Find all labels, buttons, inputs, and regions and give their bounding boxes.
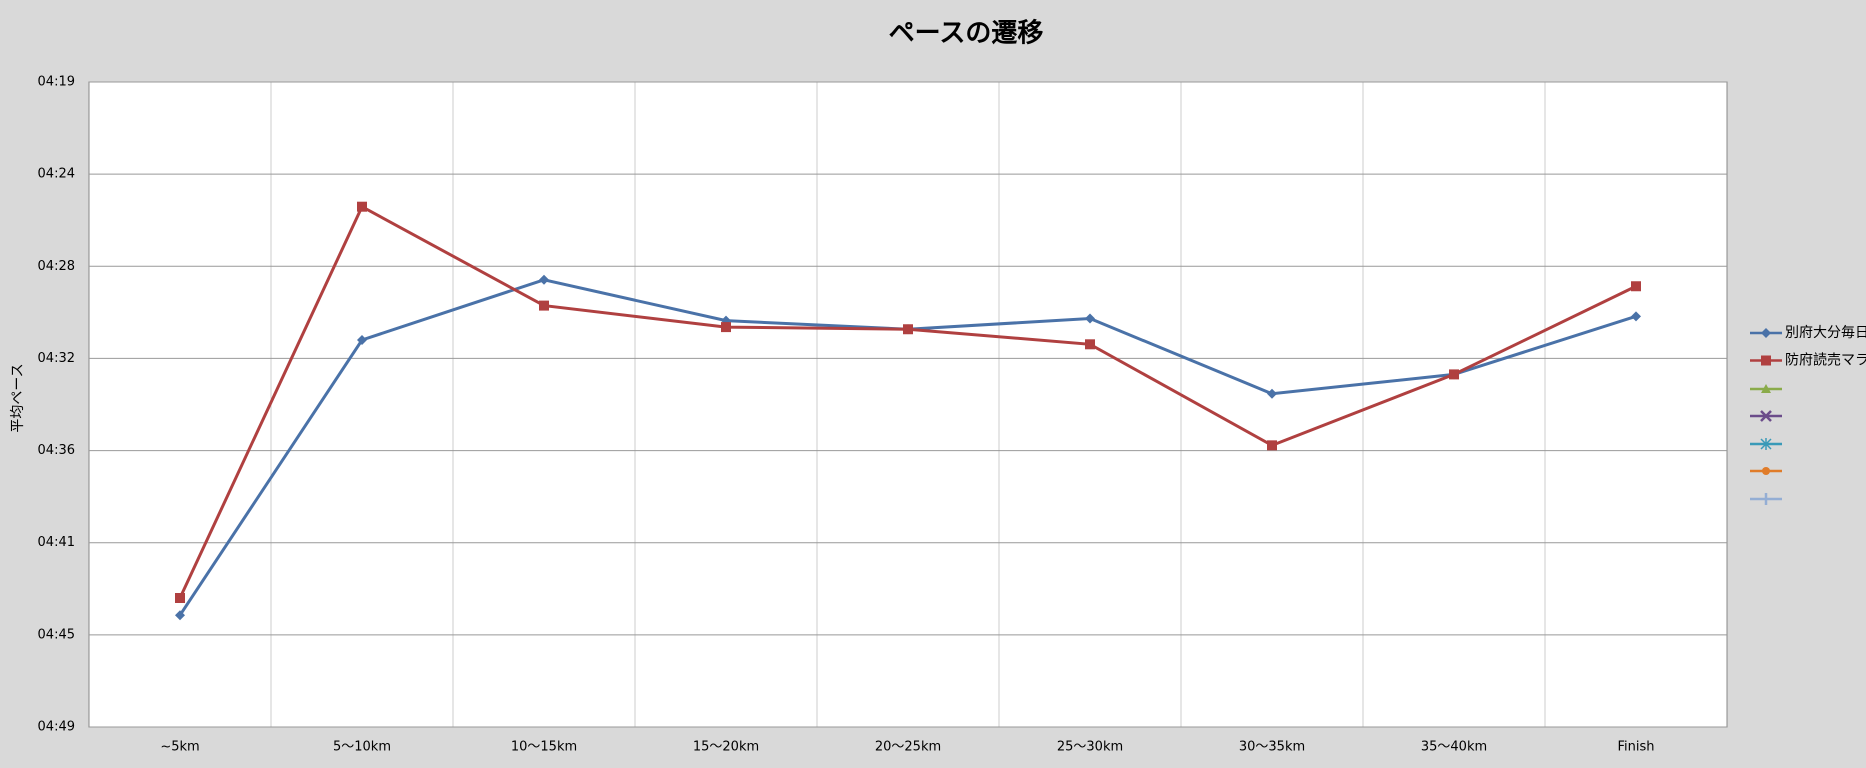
chart-title: ペースの遷移: [889, 19, 1044, 49]
point: [721, 322, 731, 333]
y-tick-label: 04:49: [38, 720, 75, 735]
legend-marker: [1761, 355, 1771, 366]
point: [1267, 440, 1277, 451]
y-tick-label: 04:36: [38, 443, 75, 458]
legend-empty: [1750, 384, 1782, 505]
point: [539, 300, 549, 311]
point: [539, 274, 549, 285]
plot-area: [88, 81, 1728, 728]
point: [903, 324, 913, 335]
point: [1449, 369, 1459, 380]
point: [357, 201, 367, 212]
y-axis-label: 平均ペース: [10, 363, 26, 432]
point: [1267, 388, 1277, 399]
x-tick-label: 10～15km: [511, 740, 577, 755]
y-tick-label: 04:28: [38, 259, 75, 274]
x-tick-label: 30～35km: [1239, 740, 1305, 755]
x-tick-label: 20～25km: [875, 740, 941, 755]
point: [175, 593, 185, 603]
y-tick-label: 04:45: [38, 627, 75, 642]
point: [1085, 313, 1095, 324]
x-tick-label: 25～30km: [1057, 740, 1123, 755]
x-tick-label: 5～10km: [333, 740, 391, 755]
point: [175, 610, 185, 621]
y-tick-label: 04:19: [38, 75, 75, 90]
legend-label: 別府大分毎日: [1785, 325, 1866, 341]
y-tick-label: 04:41: [38, 535, 75, 550]
point: [1631, 281, 1641, 292]
x-tick-label: 35～40km: [1421, 740, 1487, 755]
legend-label: 防府読売マラ: [1785, 352, 1866, 369]
x-tick-label: ~5km: [160, 740, 199, 755]
y-tick-label: 04:32: [38, 351, 75, 366]
x-tick-label: Finish: [1617, 740, 1654, 755]
point: [357, 335, 367, 345]
y-tick-label: 04:24: [38, 167, 75, 182]
point: [1631, 311, 1641, 322]
point: [1085, 339, 1095, 350]
x-tick-label: 15～20km: [693, 740, 759, 755]
legend-marker: [1761, 328, 1771, 338]
